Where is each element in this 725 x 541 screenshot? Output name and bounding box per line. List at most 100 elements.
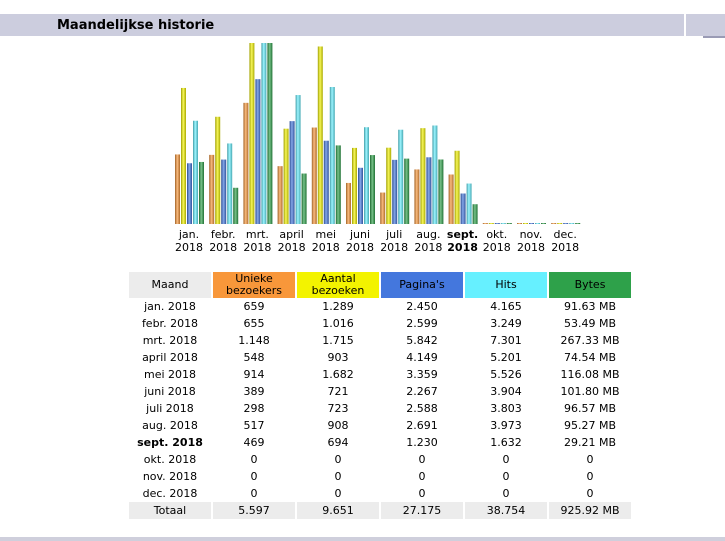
bar-visits-1 <box>215 116 221 224</box>
table-row: juni 2018 389 721 2.267 3.904 101.80 MB <box>129 383 631 400</box>
table-row: aug. 2018 517 908 2.691 3.973 95.27 MB <box>129 417 631 434</box>
cell-hits: 0 <box>502 453 510 466</box>
cell-month: jan. 2018 <box>144 300 196 313</box>
tick-label-0-1: 2018 <box>175 241 203 254</box>
cell-hits: 4.165 <box>490 300 522 313</box>
cell-bytes: 101.80 MB <box>560 385 620 398</box>
bar-pages-2 <box>255 79 261 224</box>
cell-visits: 908 <box>327 419 349 432</box>
tick-label-5-1: 2018 <box>346 241 374 254</box>
header-visits: Aantal bezoeken <box>297 272 379 298</box>
cell-visits: 1.682 <box>322 368 354 381</box>
tick-label-7-1: 2018 <box>414 241 442 254</box>
cell-hits: 5.526 <box>490 368 522 381</box>
cell-hits: 3.249 <box>490 317 522 330</box>
bar-visits-4 <box>317 46 323 224</box>
section-title: Maandelijkse historie <box>57 18 215 33</box>
total-hits: 38.754 <box>465 502 547 519</box>
tick-label-2-0: mrt. <box>246 228 269 241</box>
bar-pages-10 <box>529 223 534 224</box>
bar-visits-8 <box>454 150 460 224</box>
bar-pages-0 <box>187 163 192 224</box>
cell-bytes: 95.27 MB <box>563 419 617 432</box>
cell-visitors: 0 <box>250 453 258 466</box>
bar-hits-0 <box>193 120 198 224</box>
cell-month: mrt. 2018 <box>142 334 198 347</box>
total-bytes: 925.92 MB <box>549 502 631 519</box>
bar-visits-11 <box>557 223 563 224</box>
cell-visits: 1.289 <box>322 300 354 313</box>
cell-bytes: 96.57 MB <box>563 402 617 415</box>
tick-label-10-1: 2018 <box>517 241 545 254</box>
cell-pages: 0 <box>418 453 426 466</box>
bar-hits-5 <box>364 127 369 224</box>
cell-pages: 2.691 <box>406 419 438 432</box>
bar-pages-7 <box>426 157 432 224</box>
tick-label-6-0: juli <box>385 228 402 241</box>
total-pages: 27.175 <box>381 502 463 519</box>
tick-label-8-1: 2018 <box>447 241 478 254</box>
table-row: febr. 2018 655 1.016 2.599 3.249 53.49 MB <box>129 315 631 332</box>
bar-visitors-11 <box>551 223 557 224</box>
cell-visits: 0 <box>334 470 342 483</box>
table-header-row: Maand Unieke bezoekers Aantal bezoeken P… <box>129 272 631 298</box>
monthly-history-chart: jan.2018febr.2018mrt.2018april2018mei201… <box>175 43 581 254</box>
bar-hits-10 <box>535 223 540 224</box>
cell-hits: 3.803 <box>490 402 522 415</box>
bar-hits-4 <box>329 87 335 225</box>
bar-hits-3 <box>295 95 301 224</box>
cell-pages: 4.149 <box>406 351 438 364</box>
cell-pages: 5.842 <box>406 334 438 347</box>
bar-visitors-7 <box>414 169 420 224</box>
bar-bytes-3 <box>301 173 307 224</box>
bar-visits-5 <box>352 147 357 224</box>
tick-label-11-1: 2018 <box>551 241 579 254</box>
cell-pages: 0 <box>418 487 426 500</box>
cell-month: febr. 2018 <box>141 317 199 330</box>
cell-month: aug. 2018 <box>142 419 198 432</box>
bar-pages-11 <box>563 223 569 224</box>
table-total-row: Totaal 5.597 9.651 27.175 38.754 925.92 … <box>129 502 631 519</box>
cell-visitors: 914 <box>243 368 265 381</box>
cell-hits: 3.973 <box>490 419 522 432</box>
cell-visits: 0 <box>334 453 342 466</box>
bar-bytes-8 <box>472 204 478 224</box>
cell-month: juli 2018 <box>146 402 194 415</box>
cell-bytes: 74.54 MB <box>563 351 617 364</box>
total-visits: 9.651 <box>297 502 379 519</box>
section-header-bar <box>0 14 725 36</box>
tick-label-1-0: febr. <box>211 228 236 241</box>
bar-bytes-9 <box>506 223 512 224</box>
tick-label-9-0: okt. <box>486 228 507 241</box>
table-row: sept. 2018 469 694 1.230 1.632 29.21 MB <box>129 434 631 451</box>
tick-label-6-1: 2018 <box>380 241 408 254</box>
section-header-gap <box>684 14 686 36</box>
table-row: okt. 2018 0 0 0 0 0 <box>129 451 631 468</box>
cell-visitors: 298 <box>243 402 265 415</box>
tick-label-4-1: 2018 <box>312 241 340 254</box>
cell-month: juni 2018 <box>144 385 196 398</box>
bar-visits-2 <box>249 43 255 224</box>
bar-bytes-7 <box>438 159 444 224</box>
cell-hits: 7.301 <box>490 334 522 347</box>
bar-pages-1 <box>221 159 227 224</box>
bar-visits-3 <box>283 128 289 224</box>
table-row: jan. 2018 659 1.289 2.450 4.165 91.63 MB <box>129 298 631 315</box>
cell-visits: 0 <box>334 487 342 500</box>
bar-hits-9 <box>500 223 506 224</box>
bar-bytes-4 <box>335 145 341 224</box>
cell-visitors: 0 <box>250 470 258 483</box>
bar-visitors-8 <box>448 174 454 224</box>
tick-label-7-0: aug. <box>416 228 440 241</box>
bar-visitors-5 <box>346 182 351 224</box>
cell-hits: 0 <box>502 470 510 483</box>
bar-visitors-1 <box>209 154 215 224</box>
table-row: april 2018 548 903 4.149 5.201 74.54 MB <box>129 349 631 366</box>
cell-pages: 2.450 <box>406 300 438 313</box>
bar-hits-6 <box>398 129 404 224</box>
section-header-underline <box>703 36 725 38</box>
tick-label-5-0: juni <box>349 228 370 241</box>
bar-visitors-4 <box>311 127 317 224</box>
table-row: nov. 2018 0 0 0 0 0 <box>129 468 631 485</box>
cell-visits: 1.016 <box>322 317 354 330</box>
